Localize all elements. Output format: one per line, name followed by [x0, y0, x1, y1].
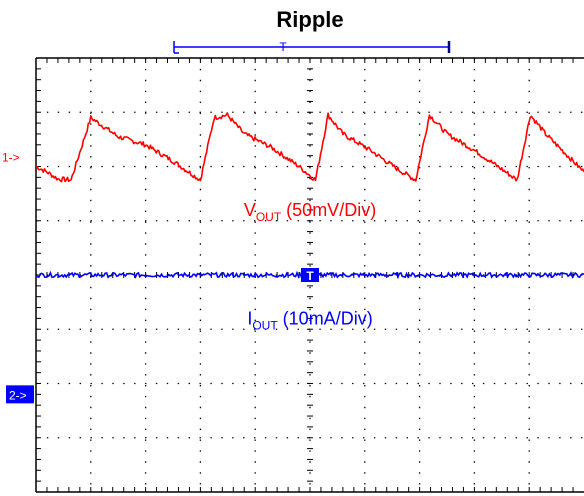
marker-layer: 1-> 2-> T	[2, 151, 319, 404]
channel-1-marker: 1->	[2, 151, 20, 165]
trace-layer	[35, 112, 584, 280]
iout-label: IOUT (10mA/Div)	[247, 308, 372, 332]
vout-trace	[35, 112, 584, 183]
ruler-trigger-marker: T	[279, 40, 287, 54]
label-subscript: OUT	[252, 318, 278, 332]
channel-2-marker-box	[6, 385, 34, 404]
vout-label: VOUT (50mV/Div)	[244, 200, 376, 224]
label-subscript: OUT	[256, 210, 282, 224]
trigger-marker: T	[306, 269, 314, 283]
channel-2-marker: 2->	[9, 388, 27, 402]
label-main: I	[247, 308, 252, 328]
label-scale: (10mA/Div)	[278, 308, 373, 328]
annotation-layer: VOUT (50mV/Div)IOUT (10mA/Div)	[244, 200, 376, 333]
trigger-marker-box	[301, 268, 319, 282]
label-scale: (50mV/Div)	[281, 200, 376, 220]
horizontal-position-ruler: T	[173, 40, 451, 54]
label-main: V	[244, 200, 256, 220]
chart-title: Ripple	[276, 7, 343, 32]
